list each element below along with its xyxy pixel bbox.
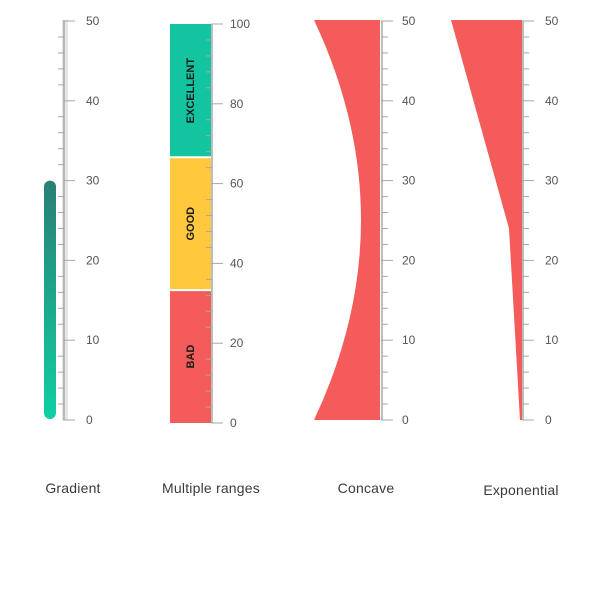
tick-label: 80 <box>230 97 244 111</box>
range-label: GOOD <box>185 207 197 241</box>
gauge-exponential: 0 10 20 30 40 50 <box>451 14 559 427</box>
tick-label: 10 <box>545 333 559 347</box>
gauge-title-exponential: Exponential <box>483 482 559 498</box>
tick-label: 50 <box>86 14 100 28</box>
concave-scale: 0 10 20 30 40 50 <box>381 14 416 427</box>
tick-label: 30 <box>402 174 416 188</box>
gradient-value-bar <box>44 180 56 419</box>
tick-label: 0 <box>230 416 237 430</box>
tick-label: 40 <box>545 94 559 108</box>
gauge-gradient: 0 10 20 30 40 50 <box>44 14 100 427</box>
multiple-ranges-scale: 0 20 40 60 80 100 <box>206 17 250 430</box>
gradient-scale: 0 10 20 30 40 50 <box>58 14 100 427</box>
tick-label: 50 <box>402 14 416 28</box>
gauge-concave: 0 10 20 30 40 50 <box>314 14 416 427</box>
gauge-multiple-ranges: BAD GOOD EXCELLENT 0 20 40 60 80 100 <box>170 17 250 430</box>
gauge-title-concave: Concave <box>337 480 395 496</box>
tick-label: 20 <box>402 253 416 267</box>
tick-label: 50 <box>545 14 559 28</box>
range-label: EXCELLENT <box>185 58 197 124</box>
gauge-title-gradient: Gradient <box>45 480 101 496</box>
exponential-scale: 0 10 20 30 40 50 <box>522 14 559 427</box>
gradient-track <box>62 20 68 420</box>
tick-label: 40 <box>230 256 244 270</box>
tick-label: 0 <box>86 413 93 427</box>
tick-label: 30 <box>545 174 559 188</box>
tick-label: 10 <box>86 333 100 347</box>
tick-label: 40 <box>402 94 416 108</box>
tick-label: 40 <box>86 94 100 108</box>
tick-label: 100 <box>230 17 250 31</box>
tick-label: 20 <box>86 253 100 267</box>
tick-label: 0 <box>545 413 552 427</box>
gauge-title-multiple-ranges: Multiple ranges <box>162 480 260 496</box>
tick-label: 20 <box>230 336 244 350</box>
tick-label: 10 <box>402 333 416 347</box>
concave-shape <box>314 20 380 420</box>
range-band <box>170 158 211 290</box>
exponential-shape <box>451 20 522 420</box>
ranges-group: BAD GOOD EXCELLENT <box>170 24 211 423</box>
tick-label: 30 <box>86 174 100 188</box>
tick-label: 0 <box>402 413 409 427</box>
tick-label: 20 <box>545 253 559 267</box>
range-band <box>170 24 211 157</box>
tick-label: 60 <box>230 177 244 191</box>
range-band <box>170 291 211 423</box>
range-label: BAD <box>185 345 197 369</box>
